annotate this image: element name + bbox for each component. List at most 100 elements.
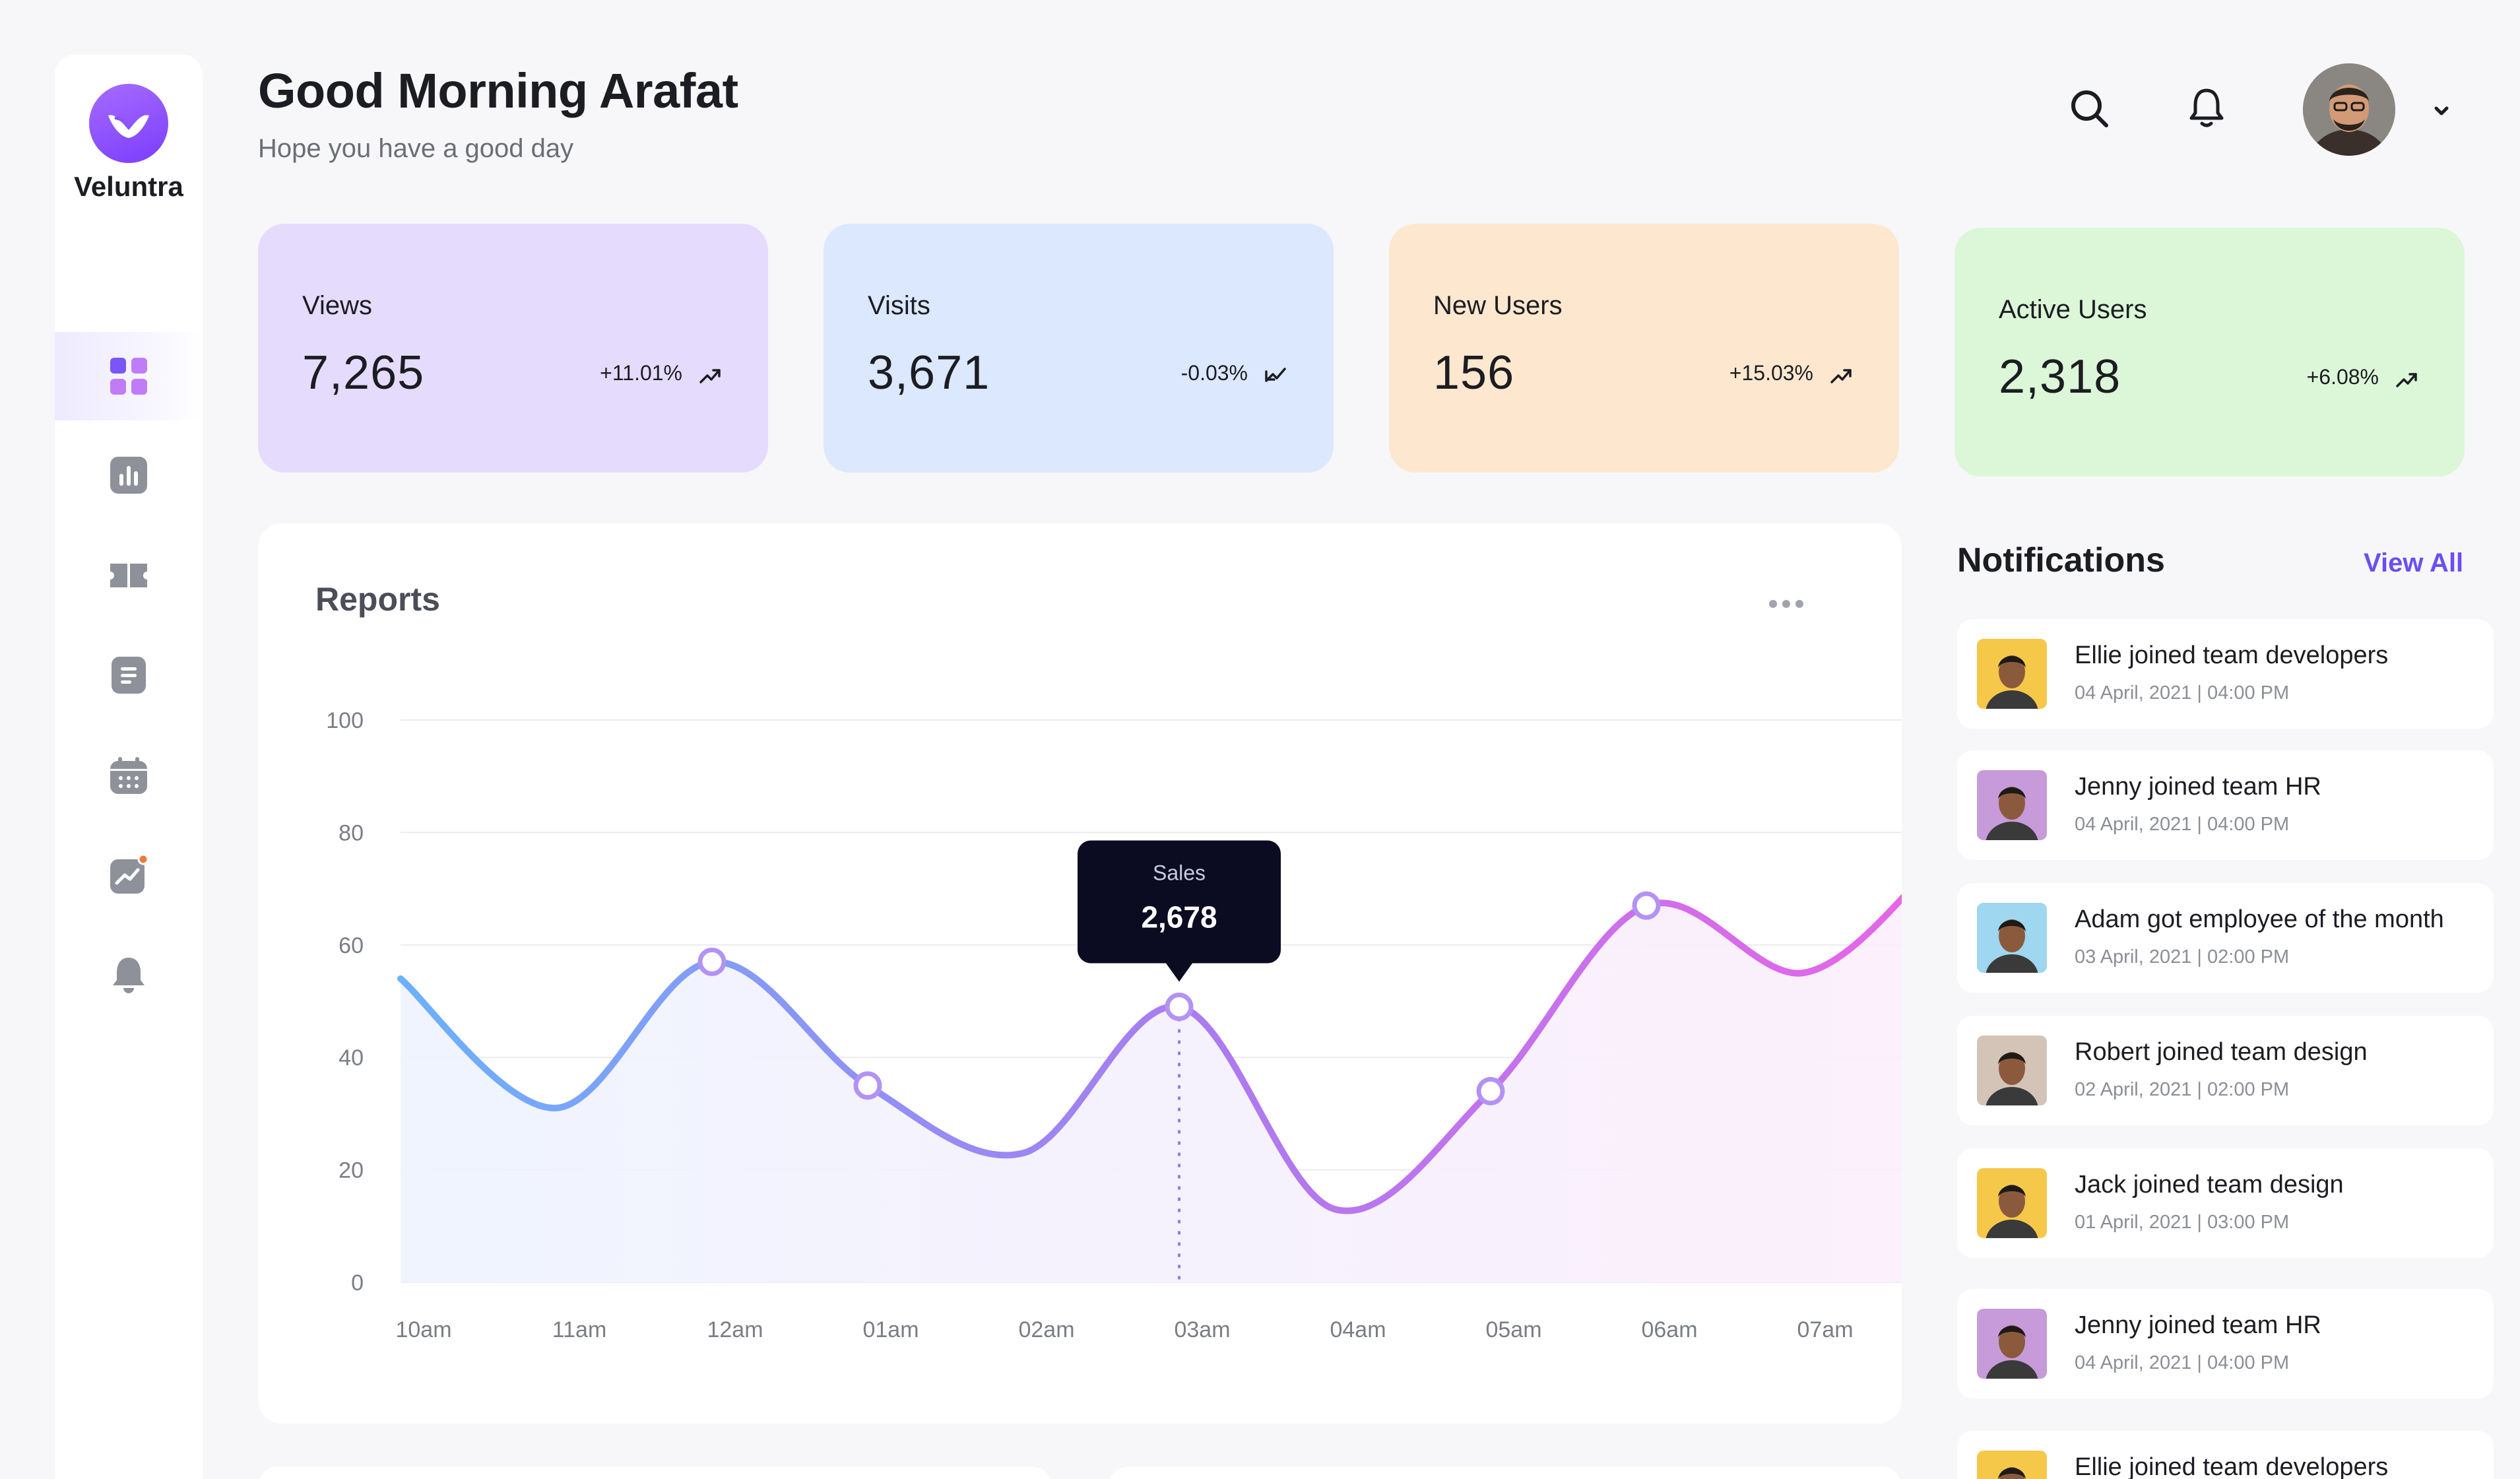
notification-item[interactable]: Ellie joined team developers 04 April, 20… <box>1957 619 2494 729</box>
stat-card-active-users: Active Users 2,318 +6.08% <box>1955 228 2465 477</box>
notification-item[interactable]: Jenny joined team HR 04 April, 2021 | 04:… <box>1957 1289 2494 1398</box>
y-tick-label: 40 <box>339 1045 364 1070</box>
stat-value: 7,265 <box>302 346 425 399</box>
tooltip <box>1078 840 1281 982</box>
nav-dashboard[interactable] <box>55 332 203 420</box>
y-tick-label: 80 <box>339 820 364 845</box>
notification-text: Jenny joined team HR <box>2075 773 2321 801</box>
nav-analytics[interactable] <box>55 831 203 919</box>
data-point-marker[interactable] <box>853 1071 882 1100</box>
notification-avatar <box>1977 1309 2047 1379</box>
x-tick-label: 12am <box>707 1317 763 1342</box>
data-point-marker[interactable] <box>1632 891 1661 920</box>
more-dot-icon <box>1795 600 1803 608</box>
notification-avatar <box>1977 903 2047 973</box>
x-tick-label: 11am <box>552 1317 607 1342</box>
nav-calendar[interactable] <box>55 731 203 820</box>
notifications-title: Notifications <box>1957 541 2165 579</box>
stat-value: 156 <box>1433 346 1515 399</box>
view-all-link[interactable]: View All <box>2364 548 2464 577</box>
bottom-card <box>258 1466 1052 1479</box>
brand-name: Veluntra <box>74 171 183 202</box>
notification-time: 04 April, 2021 | 04:00 PM <box>2075 1352 2290 1373</box>
x-tick-label: 10am <box>395 1317 451 1342</box>
y-tick-label: 20 <box>339 1158 364 1183</box>
reports-line-chart: 0 20 40 60 80 100 Sales 2,678 10am 11am 12am 01am… <box>326 708 1902 1342</box>
bottom-card <box>1109 1466 1902 1479</box>
tooltip-label: Sales <box>1153 861 1206 885</box>
reports-panel: Reports 0 20 40 60 80 100 Sales 2,678 10am 11am… <box>258 523 1902 1424</box>
reports-title: Reports <box>315 581 440 618</box>
y-tick-label: 100 <box>326 708 364 733</box>
stat-change: +6.08% <box>2306 365 2379 389</box>
x-tick-label: 03am <box>1174 1317 1230 1342</box>
stat-label: Active Users <box>1999 295 2147 324</box>
ticket-icon <box>110 564 147 587</box>
stat-change: +11.01% <box>600 361 682 385</box>
notification-avatar <box>1977 1451 2047 1479</box>
x-tick-label: 01am <box>862 1317 919 1342</box>
trend-up-icon <box>699 369 721 383</box>
notification-item[interactable]: Jack joined team design 01 April, 2021 | … <box>1957 1148 2494 1258</box>
data-point-marker[interactable] <box>1165 993 1194 1022</box>
notification-text: Ellie joined team developers <box>2075 641 2389 669</box>
x-tick-label: 06am <box>1641 1317 1697 1342</box>
x-tick-label: 07am <box>1797 1317 1853 1342</box>
notification-item[interactable]: Robert joined team design 02 April, 2021 … <box>1957 1016 2494 1125</box>
notification-time: 03 April, 2021 | 02:00 PM <box>2075 946 2290 968</box>
x-tick-label: 04am <box>1330 1317 1386 1342</box>
nav-tickets[interactable] <box>55 531 203 620</box>
tooltip-value: 2,678 <box>1141 900 1217 935</box>
nav-reports[interactable] <box>55 431 203 519</box>
notifications-button[interactable] <box>2183 84 2230 132</box>
notification-text: Jack joined team design <box>2075 1171 2344 1199</box>
stat-label: New Users <box>1433 291 1563 320</box>
bar-chart-icon <box>110 457 147 494</box>
notification-time: 04 April, 2021 | 04:00 PM <box>2075 814 2290 835</box>
user-avatar[interactable] <box>2303 63 2395 156</box>
notification-avatar <box>1977 1168 2047 1238</box>
notification-avatar <box>1977 1035 2047 1105</box>
bell-icon <box>2189 88 2224 127</box>
nav-documents[interactable] <box>55 631 203 719</box>
notification-time: 01 April, 2021 | 03:00 PM <box>2075 1212 2290 1233</box>
sidebar: Veluntra <box>55 55 203 1479</box>
data-point-marker[interactable] <box>1476 1076 1505 1105</box>
trend-up-icon <box>1830 369 1852 383</box>
chevron-down-icon[interactable] <box>2428 98 2455 124</box>
series-area <box>401 898 1902 1282</box>
search-icon <box>2071 90 2108 127</box>
stat-change: +15.03% <box>1729 361 1813 385</box>
logo-icon <box>89 84 168 163</box>
calendar-icon <box>110 757 147 794</box>
y-tick-label: 0 <box>351 1270 364 1296</box>
page-title: Good Morning Arafat <box>258 63 738 118</box>
search-button[interactable] <box>2065 84 2113 132</box>
y-tick-label: 60 <box>339 933 364 958</box>
notification-text: Ellie joined team developers <box>2075 1453 2389 1479</box>
document-icon <box>112 657 146 694</box>
dashboard-grid-icon <box>110 358 147 395</box>
more-dot-icon <box>1782 600 1790 608</box>
notification-text: Adam got employee of the month <box>2075 905 2444 933</box>
page-subtitle: Hope you have a good day <box>258 134 574 163</box>
notification-item[interactable]: Adam got employee of the month 03 April, … <box>1957 883 2494 993</box>
x-tick-label: 05am <box>1485 1317 1541 1342</box>
notification-text: Robert joined team design <box>2075 1038 2368 1066</box>
stat-label: Views <box>302 291 372 320</box>
notification-text: Jenny joined team HR <box>2075 1311 2321 1339</box>
nav-notifications[interactable] <box>55 931 203 1019</box>
stat-value: 3,671 <box>868 346 990 399</box>
stat-change: -0.03% <box>1180 361 1248 385</box>
trend-up-icon <box>2396 373 2417 387</box>
stat-value: 2,318 <box>1999 350 2121 403</box>
notification-avatar <box>1977 770 2047 840</box>
notification-item[interactable]: Jenny joined team HR 04 April, 2021 | 04:… <box>1957 750 2494 860</box>
notification-item[interactable]: Ellie joined team developers <box>1957 1431 2494 1479</box>
stat-card-new-users: New Users 156 +15.03% <box>1389 224 1899 473</box>
more-options-button[interactable] <box>1769 596 1806 612</box>
notification-time: 04 April, 2021 | 04:00 PM <box>2075 682 2290 704</box>
x-tick-label: 02am <box>1018 1317 1074 1342</box>
data-point-marker[interactable] <box>697 947 727 976</box>
notification-avatar <box>1977 639 2047 709</box>
